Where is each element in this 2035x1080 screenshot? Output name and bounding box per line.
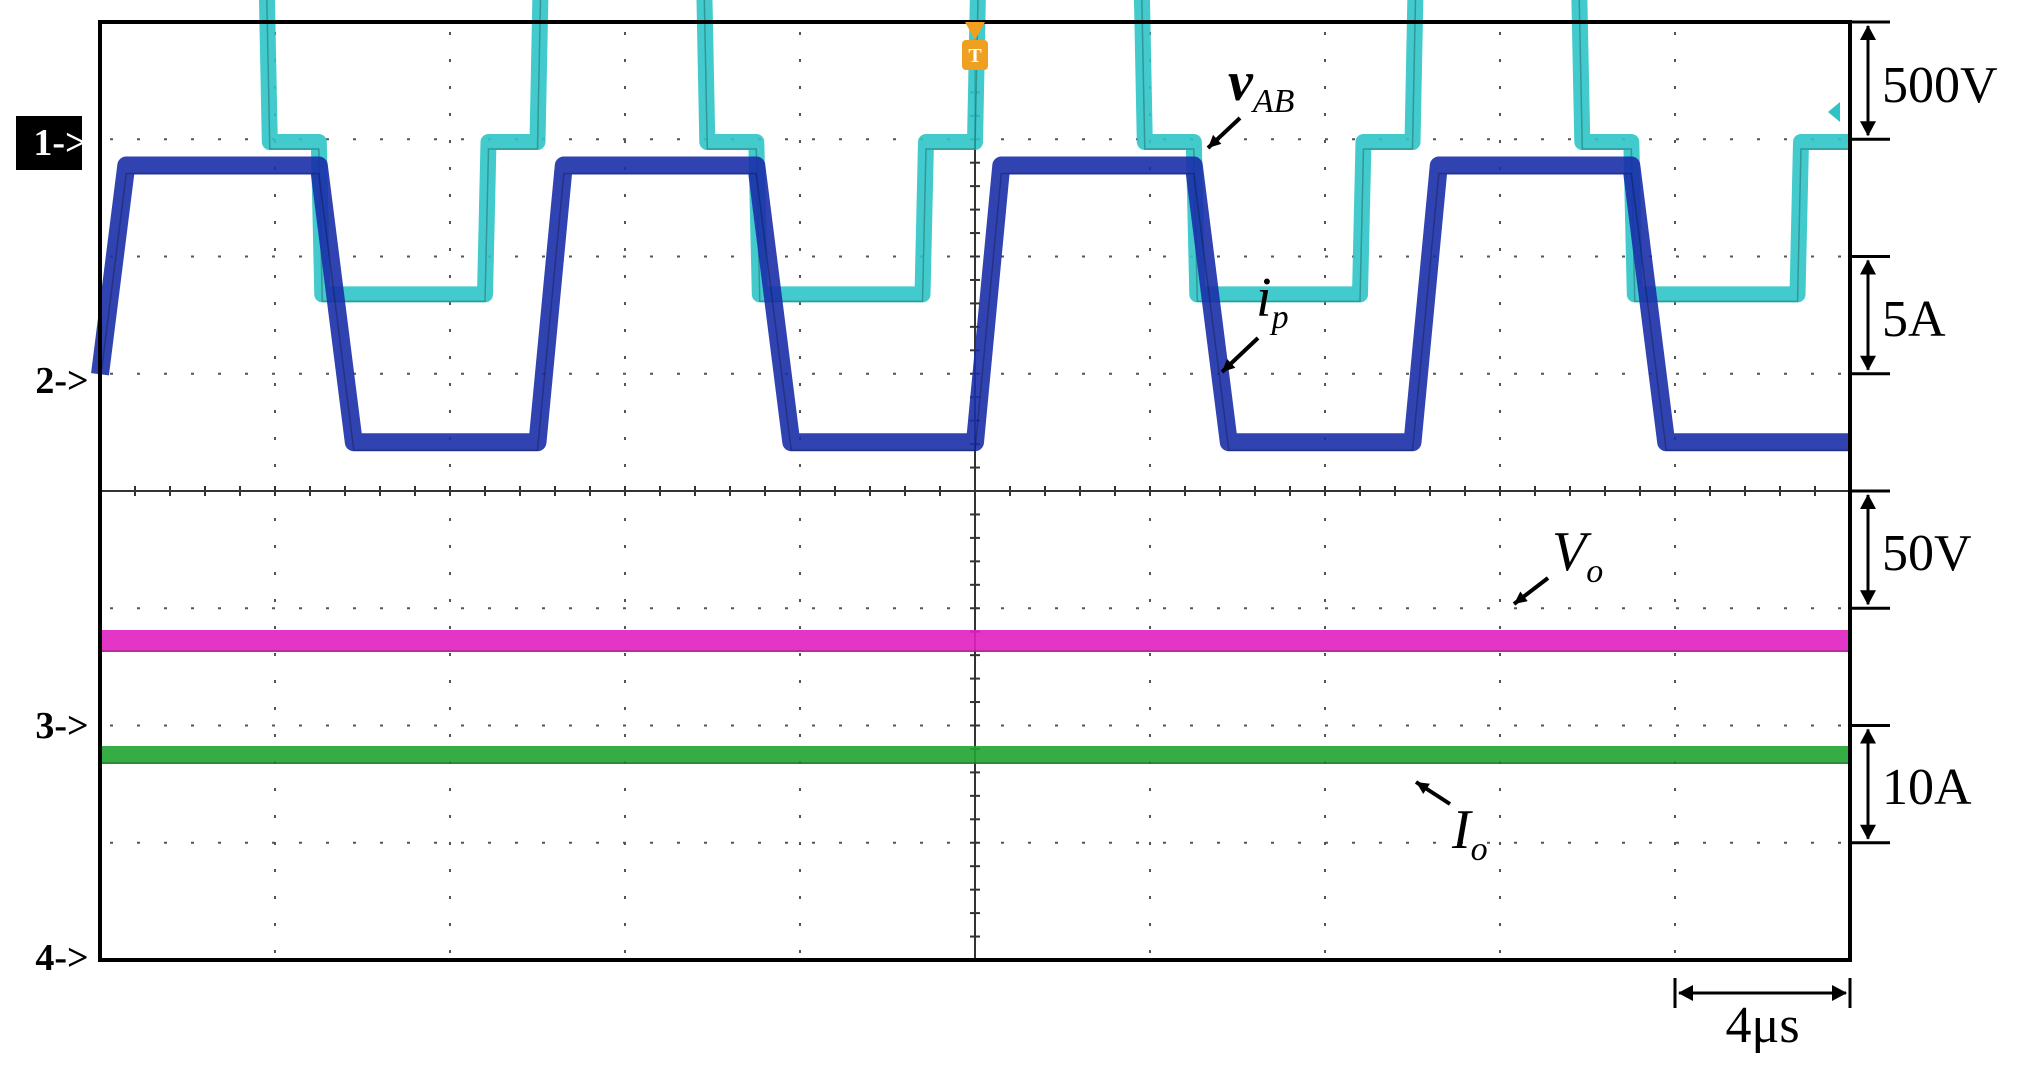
trace-i-p (91, 156, 1850, 452)
channel-3-marker: 3-> (35, 705, 88, 747)
time-scale-label: 4μs (1725, 997, 1799, 1054)
arrow-down-icon (1860, 355, 1876, 371)
channel-1-reference-icon (1828, 102, 1840, 122)
pointer-i-p-head (1222, 358, 1236, 372)
pointer-v-ab-head (1208, 134, 1222, 148)
arrow-up-icon (1860, 25, 1876, 40)
label-v-o: Vo (1552, 521, 1603, 590)
arrow-right-icon (1832, 985, 1847, 1001)
label-i-p: ip (1256, 267, 1289, 336)
scale-label-ch4: 10A (1882, 759, 1972, 816)
time-scale-indicator (1673, 978, 1852, 1008)
arrow-up-icon (1860, 259, 1876, 275)
arrow-down-icon (1860, 121, 1876, 137)
label-v-ab: vAB (1228, 51, 1295, 120)
channel-2-marker: 2-> (35, 360, 88, 402)
trigger-marker: T (962, 22, 988, 70)
channel-4-marker: 4-> (35, 937, 88, 979)
scale-label-ch2: 5A (1882, 291, 1946, 348)
label-i-o: Io (1451, 799, 1488, 868)
trace-annotations: vAB ip Vo Io (1206, 51, 1603, 868)
arrow-down-icon (1860, 590, 1876, 606)
trigger-label: T (968, 45, 982, 67)
scale-label-ch3: 50V (1882, 525, 1972, 582)
arrow-up-icon (1860, 728, 1876, 744)
scale-label-ch1: 500V (1882, 57, 1998, 114)
channel-1-marker-box (16, 116, 82, 170)
trigger-box (962, 40, 988, 70)
arrow-left-icon (1678, 985, 1693, 1001)
channel-1-marker: 1-> (33, 122, 86, 164)
arrow-down-icon (1860, 824, 1876, 840)
pointer-i-o-head (1416, 782, 1430, 794)
trigger-arrow-icon (965, 22, 985, 40)
arrow-up-icon (1860, 494, 1876, 509)
trace-i-p-edge (99, 172, 1850, 451)
vertical-scale-indicators (1850, 20, 1890, 845)
pointer-v-o-head (1514, 591, 1528, 604)
